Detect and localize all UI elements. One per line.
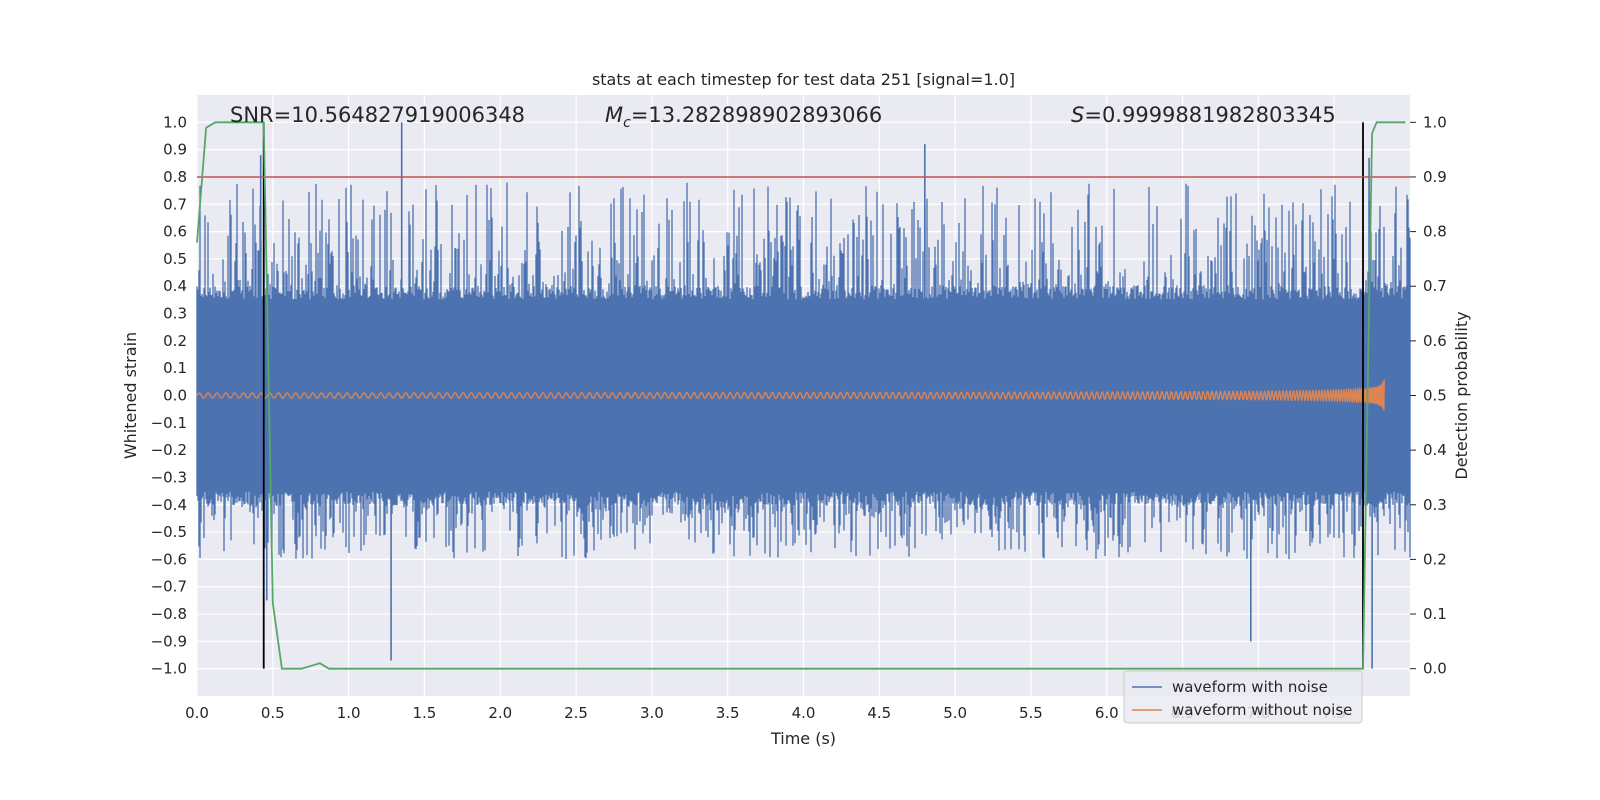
y-left-tick-label: 0.8	[163, 168, 187, 186]
chirp-mass-value: =13.282898902893066	[631, 103, 882, 127]
y-left-tick-label: −0.5	[151, 523, 187, 541]
y-left-tick-label: −0.3	[151, 468, 187, 486]
x-tick-label: 5.5	[1019, 704, 1043, 722]
y-right-tick-label: 0.8	[1423, 223, 1447, 241]
legend-label-without-noise: waveform without noise	[1172, 701, 1352, 719]
x-tick-label: 4.0	[792, 704, 816, 722]
x-tick-label: 1.5	[413, 704, 437, 722]
x-tick-label: 2.5	[564, 704, 588, 722]
chirp-mass-subscript: c	[623, 115, 631, 131]
score-symbol: S	[1071, 103, 1084, 127]
y-left-tick-label: 0.0	[163, 387, 187, 405]
y-left-tick-label: −0.8	[151, 605, 187, 623]
x-tick-label: 3.5	[716, 704, 740, 722]
snr-annotation: SNR=10.564827919006348	[230, 103, 525, 127]
x-tick-label: 0.5	[261, 704, 285, 722]
y-right-tick-label: 0.0	[1423, 660, 1447, 678]
y-left-tick-label: −0.6	[151, 550, 187, 568]
x-tick-label: 1.0	[337, 704, 361, 722]
chirp-trace	[196, 379, 1385, 411]
y-left-tick-label: 0.9	[163, 141, 187, 159]
y-right-tick-label: 0.4	[1423, 441, 1447, 459]
y-axis-left-label: Whitened strain	[121, 332, 140, 459]
y-right-tick-label: 0.3	[1423, 496, 1447, 514]
y-right-tick-label: 0.5	[1423, 387, 1447, 405]
y-left-tick-label: 0.1	[163, 359, 187, 377]
x-tick-label: 3.0	[640, 704, 664, 722]
x-tick-label: 5.0	[943, 704, 967, 722]
y-left-tick-label: 1.0	[163, 113, 187, 131]
y-left-tick-label: 0.6	[163, 223, 187, 241]
chirp-mass-annotation: Mc=13.282898902893066	[605, 103, 882, 131]
legend-box	[1123, 670, 1363, 724]
y-left-tick-label: −0.1	[151, 414, 187, 432]
probability-trace	[196, 121, 1406, 670]
y-left-tick-label: 0.3	[163, 305, 187, 323]
y-left-tick-label: 0.4	[163, 277, 187, 295]
y-left-tick-label: 0.5	[163, 250, 187, 268]
y-left-tick-label: 0.2	[163, 332, 187, 350]
y-right-tick-label: 0.6	[1423, 332, 1447, 350]
y-right-tick-label: 0.1	[1423, 605, 1447, 623]
y-left-tick-label: −0.9	[151, 632, 187, 650]
y-left-tick-label: −0.2	[151, 441, 187, 459]
y-axis-right-label: Detection probability	[1452, 311, 1471, 479]
legend-label-with-noise: waveform with noise	[1172, 678, 1328, 696]
y-left-tick-label: −1.0	[151, 660, 187, 678]
y-axis-right-ticks: 1.0 0.9 0.8 0.7 0.6 0.5 0.4 0.3 0.2 0.1 0.0	[1410, 113, 1447, 678]
y-right-tick-label: 1.0	[1423, 113, 1447, 131]
x-tick-label: 6.0	[1095, 704, 1119, 722]
x-tick-label: 0.0	[185, 704, 209, 722]
y-axis-left-ticks: 1.0 0.9 0.8 0.7 0.6 0.5 0.4 0.3 0.2 0.1 0.0 −0.1 −0.…	[151, 113, 187, 677]
y-left-tick-label: −0.7	[151, 578, 187, 596]
chirp-mass-symbol: M	[605, 103, 623, 127]
x-tick-label: 2.0	[488, 704, 512, 722]
series-waveform-without-noise	[196, 379, 1385, 411]
score-annotation: S=0.9999881982803345	[1071, 103, 1336, 127]
legend: waveform with noise waveform without noi…	[1123, 670, 1363, 724]
y-right-tick-label: 0.7	[1423, 277, 1447, 295]
series-detection-probability	[196, 121, 1406, 670]
y-left-tick-label: 0.7	[163, 195, 187, 213]
y-right-tick-label: 0.9	[1423, 168, 1447, 186]
detection-markers	[197, 122, 1410, 669]
y-left-tick-label: −0.4	[151, 496, 187, 514]
y-right-tick-label: 0.2	[1423, 550, 1447, 568]
chart-title: stats at each timestep for test data 251…	[592, 70, 1015, 89]
x-tick-label: 4.5	[867, 704, 891, 722]
x-axis-label: Time (s)	[770, 729, 836, 748]
x-axis-ticks: 0.00.51.01.52.02.53.03.54.04.55.05.56.06…	[185, 704, 1346, 722]
score-value: =0.9999881982803345	[1084, 103, 1335, 127]
